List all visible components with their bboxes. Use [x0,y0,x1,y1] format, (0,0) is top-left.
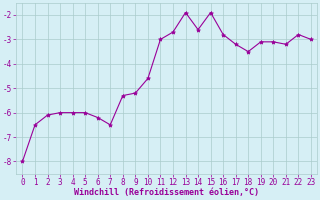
X-axis label: Windchill (Refroidissement éolien,°C): Windchill (Refroidissement éolien,°C) [74,188,259,197]
